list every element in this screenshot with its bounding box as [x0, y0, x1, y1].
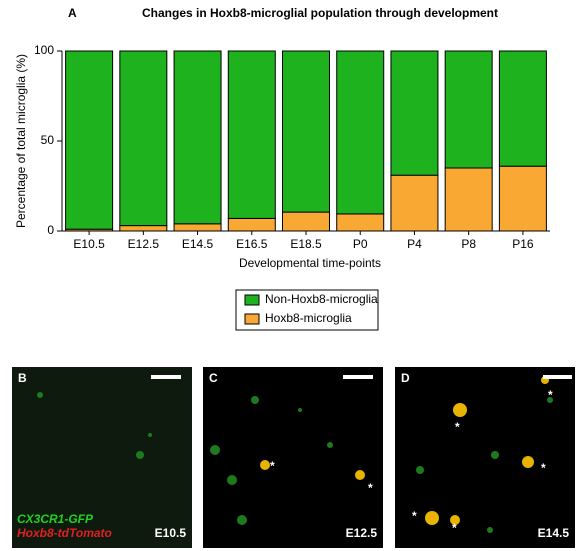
- bar-segment: [336, 213, 385, 232]
- legend-label: Non-Hoxb8-microglia: [265, 292, 378, 306]
- bar-segment: [173, 223, 222, 232]
- panel-label: B: [18, 371, 27, 385]
- bar-segment: [282, 50, 330, 213]
- asterisk: *: [541, 461, 546, 475]
- bar-segment: [390, 50, 439, 176]
- bar-segment: [65, 50, 114, 230]
- x-tick-label: E14.5: [182, 237, 214, 251]
- x-tick-label: P0: [353, 237, 368, 251]
- y-tick-label: 0: [47, 223, 54, 237]
- bar-segment: [336, 50, 385, 215]
- legend-swatch: [244, 294, 260, 306]
- bar-segment: [282, 211, 330, 232]
- bar-segment: [119, 225, 168, 232]
- asterisk: *: [412, 509, 417, 523]
- x-tick-label: E16.5: [236, 237, 268, 251]
- x-axis-label: Developmental time-points: [239, 256, 381, 270]
- x-tick-label: P4: [407, 237, 422, 251]
- bar-segment: [444, 50, 493, 169]
- x-tick-label: E10.5: [73, 237, 105, 251]
- panel-label: C: [209, 371, 218, 385]
- asterisk: *: [548, 388, 553, 402]
- bar-segment: [498, 165, 547, 232]
- stage-label: E14.5: [538, 526, 570, 540]
- bar-segment: [119, 50, 168, 227]
- x-tick-label: P16: [512, 237, 534, 251]
- x-tick-label: E12.5: [128, 237, 160, 251]
- micrograph: [395, 367, 575, 548]
- legend-box: [235, 289, 379, 331]
- asterisk: *: [455, 420, 460, 434]
- panel-label: A: [68, 6, 77, 20]
- bar-segment: [227, 217, 276, 232]
- chart-title: Changes in Hoxb8-microglial population t…: [142, 6, 498, 20]
- asterisk: *: [368, 481, 373, 495]
- micrograph: [203, 367, 383, 548]
- x-tick-label: E18.5: [290, 237, 322, 251]
- asterisk: *: [452, 521, 457, 535]
- y-axis-label: Percentage of total microglia (%): [14, 54, 28, 228]
- asterisk: *: [270, 459, 275, 473]
- hoxb8-cells: [260, 376, 549, 525]
- bar-segment: [498, 50, 547, 167]
- cells: [37, 392, 553, 533]
- image-panels: [12, 367, 575, 548]
- legend-label: Hoxb8-microglia: [265, 311, 352, 325]
- legend-swatch: [244, 313, 260, 325]
- stage-label: E10.5: [155, 526, 187, 540]
- stage-label: E12.5: [346, 526, 378, 540]
- bar-segment: [227, 50, 276, 219]
- channel-label: CX3CR1-GFP: [17, 512, 94, 526]
- bar-segment: [444, 167, 493, 232]
- panel-label: D: [401, 371, 410, 385]
- x-tick-label: P8: [461, 237, 476, 251]
- y-tick-label: 50: [41, 133, 55, 147]
- bar-segment: [390, 174, 439, 232]
- y-tick-label: 100: [34, 43, 54, 57]
- channel-label: Hoxb8-tdTomato: [17, 526, 112, 540]
- bar-segment: [173, 50, 222, 225]
